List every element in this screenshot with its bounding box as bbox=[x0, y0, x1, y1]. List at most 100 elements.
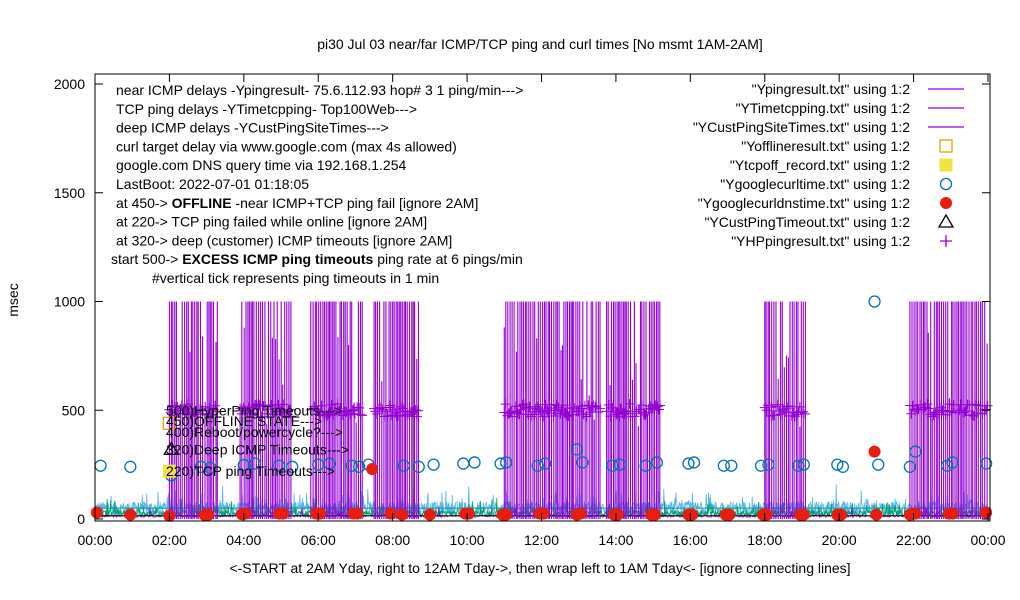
data-point-open-circle bbox=[946, 456, 959, 469]
legend-label: "Ygooglecurldnstime.txt" using 1:2 bbox=[698, 195, 910, 211]
legend-label: "YHPpingresult.txt" using 1:2 bbox=[731, 233, 910, 249]
data-point-open-circle bbox=[323, 457, 336, 470]
side-label: 500)HyperPing Timeouts---> bbox=[166, 402, 342, 418]
data-point-open-circle bbox=[353, 460, 366, 473]
info-line: near ICMP delays -Ypingresult- 75.6.112.… bbox=[116, 82, 523, 98]
legend-entry: "YCustPingSiteTimes.txt" using 1:2 bbox=[693, 119, 964, 135]
data-point-open-circle bbox=[286, 460, 299, 473]
x-tick-label: 02:00 bbox=[152, 532, 187, 548]
info-line: TCP ping delays -YTimetcpping- Top100Web… bbox=[116, 101, 417, 117]
data-point-open-circle bbox=[909, 445, 922, 458]
threshold-line-pre: start 500-> bbox=[111, 251, 182, 267]
data-point-open-circle bbox=[682, 457, 695, 470]
x-tick-label: 16:00 bbox=[673, 532, 708, 548]
y-tick-label: 500 bbox=[62, 402, 86, 418]
marker-layer bbox=[90, 295, 993, 522]
threshold-line-bold: OFFLINE bbox=[172, 195, 232, 211]
legend-swatch-open-circle bbox=[939, 177, 953, 191]
data-point-filled-circle bbox=[537, 507, 550, 520]
data-point-filled-circle bbox=[686, 508, 699, 521]
x-tick-label: 04:00 bbox=[226, 532, 261, 548]
data-point-open-circle bbox=[204, 461, 217, 475]
info-line: deep ICMP delays -YCustPingSiteTimes---> bbox=[116, 120, 389, 136]
threshold-line-pre: at 320-> deep (customer) ICMP timeouts [… bbox=[116, 232, 452, 248]
threshold-line-post: -near ICMP+TCP ping fail [ignore 2AM] bbox=[232, 195, 479, 211]
data-point-open-circle bbox=[397, 459, 410, 472]
hyperping-plus-marks bbox=[235, 399, 297, 422]
x-tick-label: 08:00 bbox=[375, 532, 410, 548]
data-point-filled-circle bbox=[500, 508, 513, 521]
legend-label: "Yofflineresult.txt" using 1:2 bbox=[741, 138, 910, 154]
data-point-filled-circle bbox=[202, 508, 215, 521]
data-point-open-triangle bbox=[163, 441, 180, 456]
threshold-line: start 500-> EXCESS ICMP ping timeouts pi… bbox=[111, 251, 523, 267]
data-point-open-circle bbox=[868, 295, 881, 308]
hyperping-plus-marks bbox=[759, 399, 810, 422]
data-point-open-circle bbox=[531, 459, 544, 472]
data-point-filled-circle bbox=[870, 508, 883, 521]
data-point-open-circle bbox=[576, 456, 589, 469]
data-point-filled-circle bbox=[980, 506, 993, 519]
data-point-open-circle bbox=[754, 459, 768, 472]
data-point-open-circle bbox=[412, 460, 425, 473]
data-point-open-circle bbox=[872, 458, 885, 471]
y-axis-label: msec bbox=[5, 283, 21, 316]
legend-entry: "YCustPingTimeout.txt" using 1:2 bbox=[704, 213, 955, 230]
data-point-filled-circle bbox=[395, 508, 408, 521]
data-point-open-circle bbox=[831, 458, 844, 471]
x-tick-label: 10:00 bbox=[450, 532, 485, 548]
legend-label: "YCustPingSiteTimes.txt" using 1:2 bbox=[693, 119, 910, 135]
data-point-open-circle bbox=[273, 459, 286, 472]
legend-label: "Ypingresult.txt" using 1:2 bbox=[752, 81, 911, 97]
series-open-square-markers bbox=[162, 416, 177, 430]
data-point-open-circle bbox=[687, 456, 701, 469]
threshold-line-pre: at 220-> TCP ping failed while online [i… bbox=[116, 214, 427, 230]
data-point-filled-circle bbox=[648, 508, 661, 521]
legend-swatch-open-triangle bbox=[937, 213, 955, 228]
data-point-open-circle bbox=[613, 458, 626, 471]
legend-swatch-filled-circle bbox=[940, 197, 952, 209]
data-point-open-circle bbox=[606, 459, 619, 472]
data-point-open-circle bbox=[494, 457, 507, 470]
data-point-filled-circle bbox=[723, 508, 736, 521]
data-point-filled-circle bbox=[366, 462, 379, 475]
x-tick-label: 00:00 bbox=[970, 532, 1005, 548]
data-point-open-circle bbox=[570, 443, 583, 456]
hyperping-plus-marks bbox=[499, 399, 606, 422]
legend-label: "YTimetcpping.txt" using 1:2 bbox=[736, 100, 911, 116]
data-point-open-circle bbox=[539, 457, 552, 470]
side-label: 220)TCP ping Timeouts---> bbox=[166, 463, 335, 479]
hyperping-plus-marks bbox=[164, 399, 222, 421]
side-label: 320)Deep ICMP Timeouts---> bbox=[166, 441, 349, 457]
data-point-open-circle bbox=[836, 460, 850, 473]
series-filled-square-markers bbox=[162, 464, 176, 478]
legend-swatch-open-square bbox=[939, 139, 953, 153]
series-open-triangle-markers bbox=[163, 441, 180, 456]
data-point-open-circle bbox=[903, 460, 917, 473]
series-filled-circle-markers bbox=[90, 445, 993, 522]
threshold-line-bold: EXCESS ICMP ping timeouts bbox=[182, 251, 373, 267]
y-tick-label: 2000 bbox=[54, 76, 85, 92]
data-point-filled-circle bbox=[946, 507, 959, 520]
data-point-filled-circle bbox=[124, 508, 137, 521]
data-point-open-circle bbox=[717, 459, 730, 472]
data-point-open-circle bbox=[345, 459, 358, 472]
x-axis-label: <-START at 2AM Yday, right to 12AM Tday-… bbox=[229, 560, 850, 576]
data-point-open-circle bbox=[650, 456, 663, 469]
hyperping-plus-marks bbox=[904, 399, 993, 422]
side-label: 450)OFFLINE STATE---> bbox=[166, 413, 322, 429]
data-point-open-square bbox=[162, 416, 177, 430]
data-point-filled-circle bbox=[797, 508, 810, 521]
timeout-spike-block bbox=[164, 301, 222, 519]
legend-swatch-plus bbox=[940, 235, 952, 247]
info-note: #vertical tick represents ping timeouts … bbox=[152, 270, 439, 286]
data-point-open-circle bbox=[468, 456, 481, 469]
x-tick-label: 12:00 bbox=[524, 532, 559, 548]
legend-entry: "Yofflineresult.txt" using 1:2 bbox=[741, 138, 953, 154]
data-point-filled-circle bbox=[276, 507, 289, 520]
legend-entry: "Ypingresult.txt" using 1:2 bbox=[752, 81, 964, 97]
threshold-line-post: ping rate at 6 pings/min bbox=[373, 251, 522, 267]
threshold-line: at 320-> deep (customer) ICMP timeouts [… bbox=[116, 232, 452, 248]
data-point-filled-circle bbox=[574, 507, 587, 520]
data-point-filled-circle bbox=[423, 508, 436, 521]
